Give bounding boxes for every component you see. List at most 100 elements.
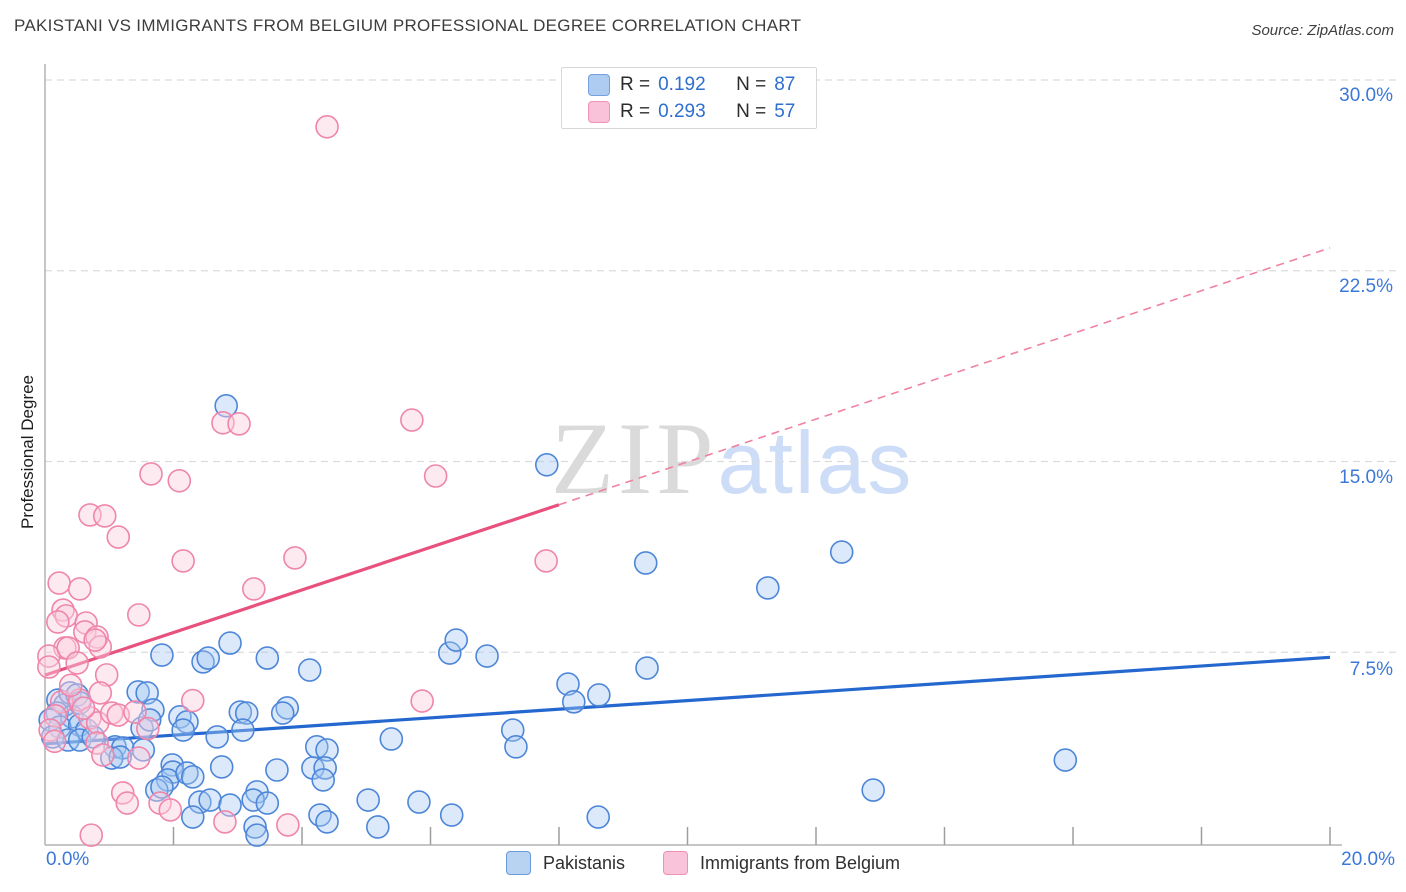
scatter-point-pakistanis[interactable] (504, 735, 528, 759)
scatter-point-belgium[interactable] (410, 689, 434, 713)
scatter-point-pakistanis[interactable] (137, 708, 162, 732)
scatter-point-belgium[interactable] (400, 408, 424, 432)
scatter-point-belgium[interactable] (115, 791, 140, 815)
scatter-point-pakistanis[interactable] (444, 628, 469, 652)
scatter-point-belgium[interactable] (46, 610, 70, 634)
scatter-point-pakistanis[interactable] (437, 641, 462, 665)
scatter-point-belgium[interactable] (136, 716, 160, 741)
scatter-point-pakistanis[interactable] (556, 672, 580, 696)
scatter-point-pakistanis[interactable] (198, 788, 222, 812)
scatter-point-pakistanis[interactable] (196, 646, 220, 670)
scatter-point-belgium[interactable] (65, 651, 89, 675)
legend-item-belgium[interactable]: Immigrants from Belgium (662, 851, 900, 875)
scatter-point-pakistanis[interactable] (265, 758, 289, 782)
scatter-point-belgium[interactable] (127, 603, 151, 627)
scatter-point-belgium[interactable] (67, 577, 92, 601)
legend-item-pakistanis[interactable]: Pakistanis (505, 851, 625, 875)
scatter-point-pakistanis[interactable] (228, 700, 253, 724)
scatter-point-belgium[interactable] (85, 731, 109, 755)
scatter-point-pakistanis[interactable] (1053, 748, 1078, 772)
source-link[interactable]: Source: ZipAtlas.com (1251, 22, 1394, 39)
scatter-point-pakistanis[interactable] (171, 718, 195, 742)
scatter-point-belgium[interactable] (423, 464, 448, 488)
scatter-point-belgium[interactable] (276, 813, 300, 837)
scatter-point-belgium[interactable] (171, 549, 195, 573)
scatter-point-pakistanis[interactable] (308, 803, 332, 827)
r-label: R = (620, 73, 651, 95)
scatter-point-belgium[interactable] (158, 798, 183, 822)
scatter-point-pakistanis[interactable] (241, 788, 265, 812)
scatter-point-pakistanis[interactable] (270, 701, 295, 725)
scatter-point-belgium[interactable] (139, 462, 163, 486)
correlation-stats-legend: R = 0.192 N = 87 R = 0.293 N = 57 (561, 67, 817, 129)
scatter-point-belgium[interactable] (42, 729, 67, 754)
scatter-point-pakistanis[interactable] (587, 683, 611, 707)
scatter-point-pakistanis[interactable] (586, 805, 610, 829)
scatter-point-pakistanis[interactable] (315, 738, 339, 762)
scatter-point-pakistanis[interactable] (218, 631, 242, 655)
trend-line-belgium-dashed (558, 247, 1331, 506)
scatter-point-pakistanis[interactable] (861, 778, 885, 802)
scatter-point-pakistanis[interactable] (439, 803, 464, 827)
scatter-point-pakistanis[interactable] (126, 680, 150, 704)
scatter-point-pakistanis[interactable] (635, 656, 659, 680)
scatter-point-belgium[interactable] (47, 571, 71, 595)
scatter-point-pakistanis[interactable] (180, 805, 205, 829)
scatter-point-belgium[interactable] (180, 688, 205, 713)
scatter-point-pakistanis[interactable] (313, 756, 337, 780)
scatter-point-pakistanis[interactable] (160, 753, 185, 777)
scatter-point-belgium[interactable] (58, 673, 83, 698)
scatter-point-belgium[interactable] (83, 628, 107, 652)
scatter-point-pakistanis[interactable] (297, 658, 322, 682)
scatter-point-pakistanis[interactable] (561, 690, 586, 714)
scatter-point-belgium[interactable] (37, 655, 61, 679)
scatter-point-belgium[interactable] (315, 114, 339, 139)
scatter-point-pakistanis[interactable] (243, 815, 267, 839)
scatter-point-belgium[interactable] (43, 704, 68, 728)
scatter-point-belgium[interactable] (167, 469, 192, 493)
scatter-point-belgium[interactable] (56, 636, 80, 660)
scatter-point-belgium[interactable] (213, 810, 237, 834)
scatter-point-belgium[interactable] (106, 525, 131, 549)
scatter-point-pakistanis[interactable] (407, 790, 431, 814)
series-legend: Pakistanis Immigrants from Belgium (0, 851, 1406, 875)
scatter-point-belgium[interactable] (283, 546, 307, 570)
scatter-point-pakistanis[interactable] (108, 745, 132, 769)
scatter-point-belgium[interactable] (88, 681, 113, 705)
scatter-point-pakistanis[interactable] (209, 755, 234, 779)
scatter-point-belgium[interactable] (123, 700, 147, 724)
scatter-point-pakistanis[interactable] (180, 765, 205, 789)
scatter-point-pakistanis[interactable] (150, 643, 174, 667)
scatter-point-pakistanis[interactable] (315, 810, 339, 834)
scatter-point-pakistanis[interactable] (475, 644, 499, 668)
scatter-point-pakistanis[interactable] (255, 791, 280, 815)
scatter-point-belgium[interactable] (227, 412, 251, 436)
belgium-legend-swatch-icon (662, 851, 688, 875)
scatter-point-belgium[interactable] (127, 746, 151, 770)
scatter-point-pakistanis[interactable] (100, 746, 124, 770)
scatter-point-belgium[interactable] (92, 504, 117, 528)
scatter-point-pakistanis[interactable] (379, 727, 404, 751)
scatter-point-pakistanis[interactable] (356, 788, 380, 812)
scatter-point-belgium[interactable] (79, 823, 104, 847)
scatter-point-pakistanis[interactable] (534, 453, 559, 477)
scatter-point-pakistanis[interactable] (633, 551, 658, 575)
scatter-point-pakistanis[interactable] (231, 718, 255, 742)
scatter-point-pakistanis[interactable] (756, 576, 780, 600)
scatter-point-pakistanis[interactable] (205, 725, 229, 749)
y-tick-15: 15.0% (1339, 467, 1393, 488)
scatter-point-belgium[interactable] (94, 663, 119, 687)
y-tick-30: 30.0% (1339, 85, 1393, 106)
scatter-point-pakistanis[interactable] (311, 768, 336, 792)
scatter-point-pakistanis[interactable] (366, 815, 390, 839)
scatter-point-pakistanis[interactable] (829, 540, 854, 564)
scatter-point-belgium[interactable] (534, 549, 558, 573)
page-title: PAKISTANI VS IMMIGRANTS FROM BELGIUM PRO… (14, 16, 802, 35)
n-label: N = (736, 100, 767, 122)
scatter-point-pakistanis[interactable] (255, 646, 280, 670)
scatter-point-belgium[interactable] (71, 696, 96, 721)
scatter-point-belgium[interactable] (242, 577, 266, 601)
scatter-point-pakistanis[interactable] (245, 823, 269, 847)
scatter-point-belgium[interactable] (91, 743, 115, 767)
